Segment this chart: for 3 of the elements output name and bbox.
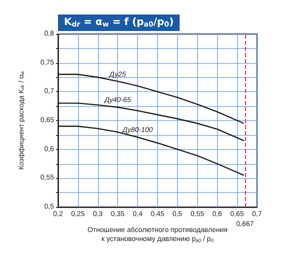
line-series xyxy=(57,74,244,124)
line-series xyxy=(57,102,244,142)
line-series xyxy=(57,126,244,176)
